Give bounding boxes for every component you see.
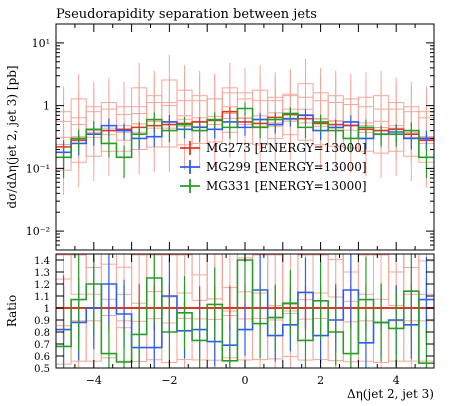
ratio-tick-label: 1.3 xyxy=(34,268,50,279)
ratio-tick-label: 1.2 xyxy=(34,280,50,291)
legend-label: MG299 [ENERGY=13000] xyxy=(206,160,367,174)
ratio-tick-label: 0.8 xyxy=(34,328,50,339)
chart-title: Pseudorapidity separation between jets xyxy=(56,7,317,22)
ratio-series-group xyxy=(56,254,434,368)
y-tick-label: 1 xyxy=(43,100,50,113)
x-tick-label: 4 xyxy=(393,374,400,387)
x-tick-label: 2 xyxy=(317,374,324,387)
x-tick-label: 0 xyxy=(242,374,249,387)
x-tick-label: −2 xyxy=(161,374,177,387)
ratio-tick-label: 0.6 xyxy=(34,352,50,363)
y-tick-label: 10¹ xyxy=(32,37,50,50)
legend-label: MG331 [ENERGY=13000] xyxy=(206,179,367,193)
ratio-tick-label: 1.4 xyxy=(34,256,50,267)
series-line-2 xyxy=(56,107,434,159)
ratio-tick-label: 1.1 xyxy=(34,292,50,303)
y-tick-label: 10⁻² xyxy=(26,225,50,238)
series-group xyxy=(56,102,434,179)
ratio-line-1 xyxy=(56,283,434,349)
main-panel: 10¹ 1 10⁻¹ 10⁻² MG273 [ENERGY=13000] MG299 [… xyxy=(26,23,435,251)
x-axis-label: Δη(jet 2, jet 3) xyxy=(347,387,434,401)
ratio-panel: 0.50.60.70.80.911.11.21.31.4 −4 −2 0 2 4 xyxy=(34,253,435,387)
ratio-tick-label: 1 xyxy=(44,304,50,315)
x-tick-label: −4 xyxy=(86,374,102,387)
legend: MG273 [ENERGY=13000] MG299 [ENERGY=13000]… xyxy=(180,141,367,193)
ratio-axis-label: Ratio xyxy=(5,295,19,327)
ratio-tick-label: 0.7 xyxy=(34,340,50,351)
x-axis-top xyxy=(55,24,435,250)
ratio-y-axis: 0.50.60.70.80.911.11.21.31.4 xyxy=(34,256,434,375)
y-tick-label: 10⁻¹ xyxy=(26,162,50,175)
ratio-tick-label: 0.9 xyxy=(34,316,50,327)
ratio-tick-label: 0.5 xyxy=(34,364,50,375)
legend-label: MG273 [ENERGY=13000] xyxy=(206,141,367,155)
x-axis: −4 −2 0 2 4 xyxy=(55,254,435,387)
y-axis: 10¹ 1 10⁻¹ 10⁻² xyxy=(26,23,434,251)
y-axis-label: dσ/dΔη(jet 2, jet 3) [pb] xyxy=(5,65,19,208)
